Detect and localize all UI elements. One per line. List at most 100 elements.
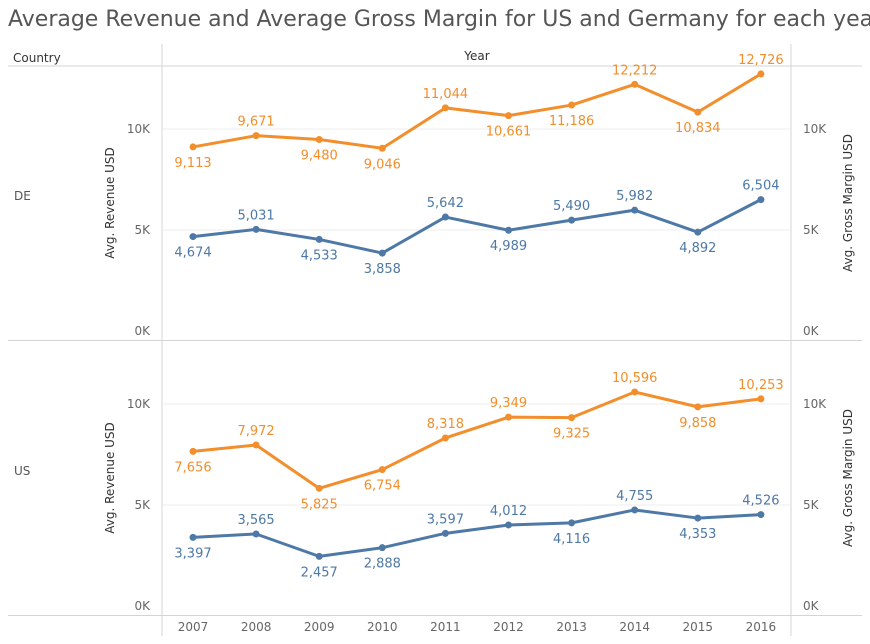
data-point-gross_margin (441, 104, 449, 112)
data-point-revenue (757, 196, 765, 204)
data-label-gross_margin: 5,825 (301, 497, 338, 512)
x-tick-label: 2013 (556, 620, 587, 634)
data-label-revenue: 3,397 (174, 546, 211, 561)
y2-tick-label: 10K (803, 397, 827, 411)
data-point-gross_margin (252, 441, 260, 449)
data-point-gross_margin (505, 413, 512, 421)
data-point-gross_margin (189, 143, 197, 151)
data-point-gross_margin (757, 70, 765, 78)
data-label-revenue: 3,597 (427, 512, 464, 527)
row-label-us: US (14, 464, 30, 478)
x-tick-label: 2012 (493, 620, 524, 634)
data-point-revenue (631, 506, 639, 514)
data-label-gross_margin: 12,212 (612, 63, 658, 78)
data-label-revenue: 4,526 (742, 494, 779, 509)
data-point-gross_margin (378, 466, 386, 474)
data-point-revenue (505, 226, 512, 234)
data-label-gross_margin: 9,113 (174, 156, 211, 171)
data-label-gross_margin: 10,834 (675, 121, 721, 136)
data-label-gross_margin: 7,656 (174, 460, 211, 475)
data-label-gross_margin: 9,325 (553, 427, 590, 442)
data-point-gross_margin (315, 484, 323, 492)
data-label-gross_margin: 10,253 (738, 378, 784, 393)
data-label-gross_margin: 8,318 (427, 417, 464, 432)
data-label-gross_margin: 6,754 (364, 479, 401, 494)
data-label-revenue: 5,982 (616, 189, 653, 204)
data-point-gross_margin (315, 136, 323, 144)
y-tick-label: 0K (134, 599, 151, 613)
y-tick-label: 5K (134, 223, 151, 237)
data-label-revenue: 5,642 (427, 196, 464, 211)
y2-tick-label: 10K (803, 122, 827, 136)
data-label-revenue: 4,116 (553, 532, 590, 547)
data-point-revenue (315, 552, 323, 560)
y2-tick-label: 5K (803, 223, 820, 237)
data-label-revenue: 5,031 (237, 208, 274, 223)
data-point-revenue (189, 233, 197, 241)
data-point-revenue (694, 514, 702, 522)
data-point-revenue (441, 213, 449, 221)
x-tick-label: 2015 (683, 620, 714, 634)
data-point-revenue (505, 521, 512, 529)
data-label-revenue: 4,989 (490, 239, 527, 254)
data-label-gross_margin: 9,046 (364, 157, 401, 172)
data-label-revenue: 4,892 (679, 241, 716, 256)
data-label-gross_margin: 9,480 (301, 149, 338, 164)
y2-tick-label: 0K (803, 599, 820, 613)
y-tick-label: 0K (134, 324, 151, 338)
data-point-gross_margin (378, 144, 386, 152)
data-label-gross_margin: 7,972 (237, 424, 274, 439)
data-label-gross_margin: 9,858 (679, 416, 716, 431)
data-point-gross_margin (694, 108, 702, 116)
data-point-gross_margin (568, 414, 576, 422)
data-label-gross_margin: 11,044 (423, 87, 469, 102)
y2-tick-label: 5K (803, 498, 820, 512)
data-point-revenue (378, 544, 386, 552)
data-point-revenue (568, 519, 576, 527)
row-label-de: DE (14, 189, 31, 203)
data-point-gross_margin (757, 395, 765, 403)
series-line-revenue (192, 198, 762, 255)
data-point-revenue (568, 216, 576, 224)
data-point-gross_margin (568, 101, 576, 109)
x-tick-label: 2016 (746, 620, 777, 634)
data-point-revenue (694, 228, 702, 236)
chart-title: Average Revenue and Average Gross Margin… (8, 7, 870, 32)
data-point-gross_margin (694, 403, 702, 411)
data-label-gross_margin: 11,186 (549, 114, 595, 129)
x-tick-label: 2008 (241, 620, 272, 634)
data-point-revenue (252, 530, 260, 538)
data-point-revenue (315, 235, 323, 243)
data-point-revenue (441, 529, 449, 537)
x-tick-label: 2007 (178, 620, 209, 634)
data-point-revenue (252, 225, 260, 233)
x-tick-label: 2014 (619, 620, 650, 634)
y-tick-label: 10K (127, 122, 151, 136)
data-point-gross_margin (189, 447, 197, 455)
series-line-revenue (192, 508, 761, 558)
data-label-revenue: 5,490 (553, 199, 590, 214)
x-tick-label: 2009 (304, 620, 335, 634)
series-line-gross_margin (192, 390, 762, 490)
data-label-revenue: 4,353 (679, 527, 716, 542)
data-label-gross_margin: 10,596 (612, 371, 658, 386)
year-header: Year (463, 49, 489, 63)
data-label-revenue: 3,565 (237, 513, 274, 528)
data-label-revenue: 4,533 (301, 248, 338, 263)
data-point-revenue (631, 206, 639, 214)
data-label-gross_margin: 9,671 (237, 115, 274, 130)
data-point-gross_margin (252, 132, 260, 140)
data-point-revenue (189, 533, 197, 541)
data-point-revenue (378, 249, 386, 257)
data-label-revenue: 4,674 (174, 246, 211, 261)
data-point-gross_margin (505, 112, 512, 120)
x-tick-label: 2010 (367, 620, 398, 634)
data-label-gross_margin: 10,661 (486, 125, 532, 140)
data-point-gross_margin (631, 80, 639, 88)
data-label-revenue: 4,012 (490, 504, 527, 519)
y-axis-title: Avg. Revenue USD (103, 147, 117, 259)
data-point-gross_margin (441, 434, 449, 442)
data-label-gross_margin: 9,349 (490, 396, 527, 411)
data-label-revenue: 4,755 (616, 489, 653, 504)
